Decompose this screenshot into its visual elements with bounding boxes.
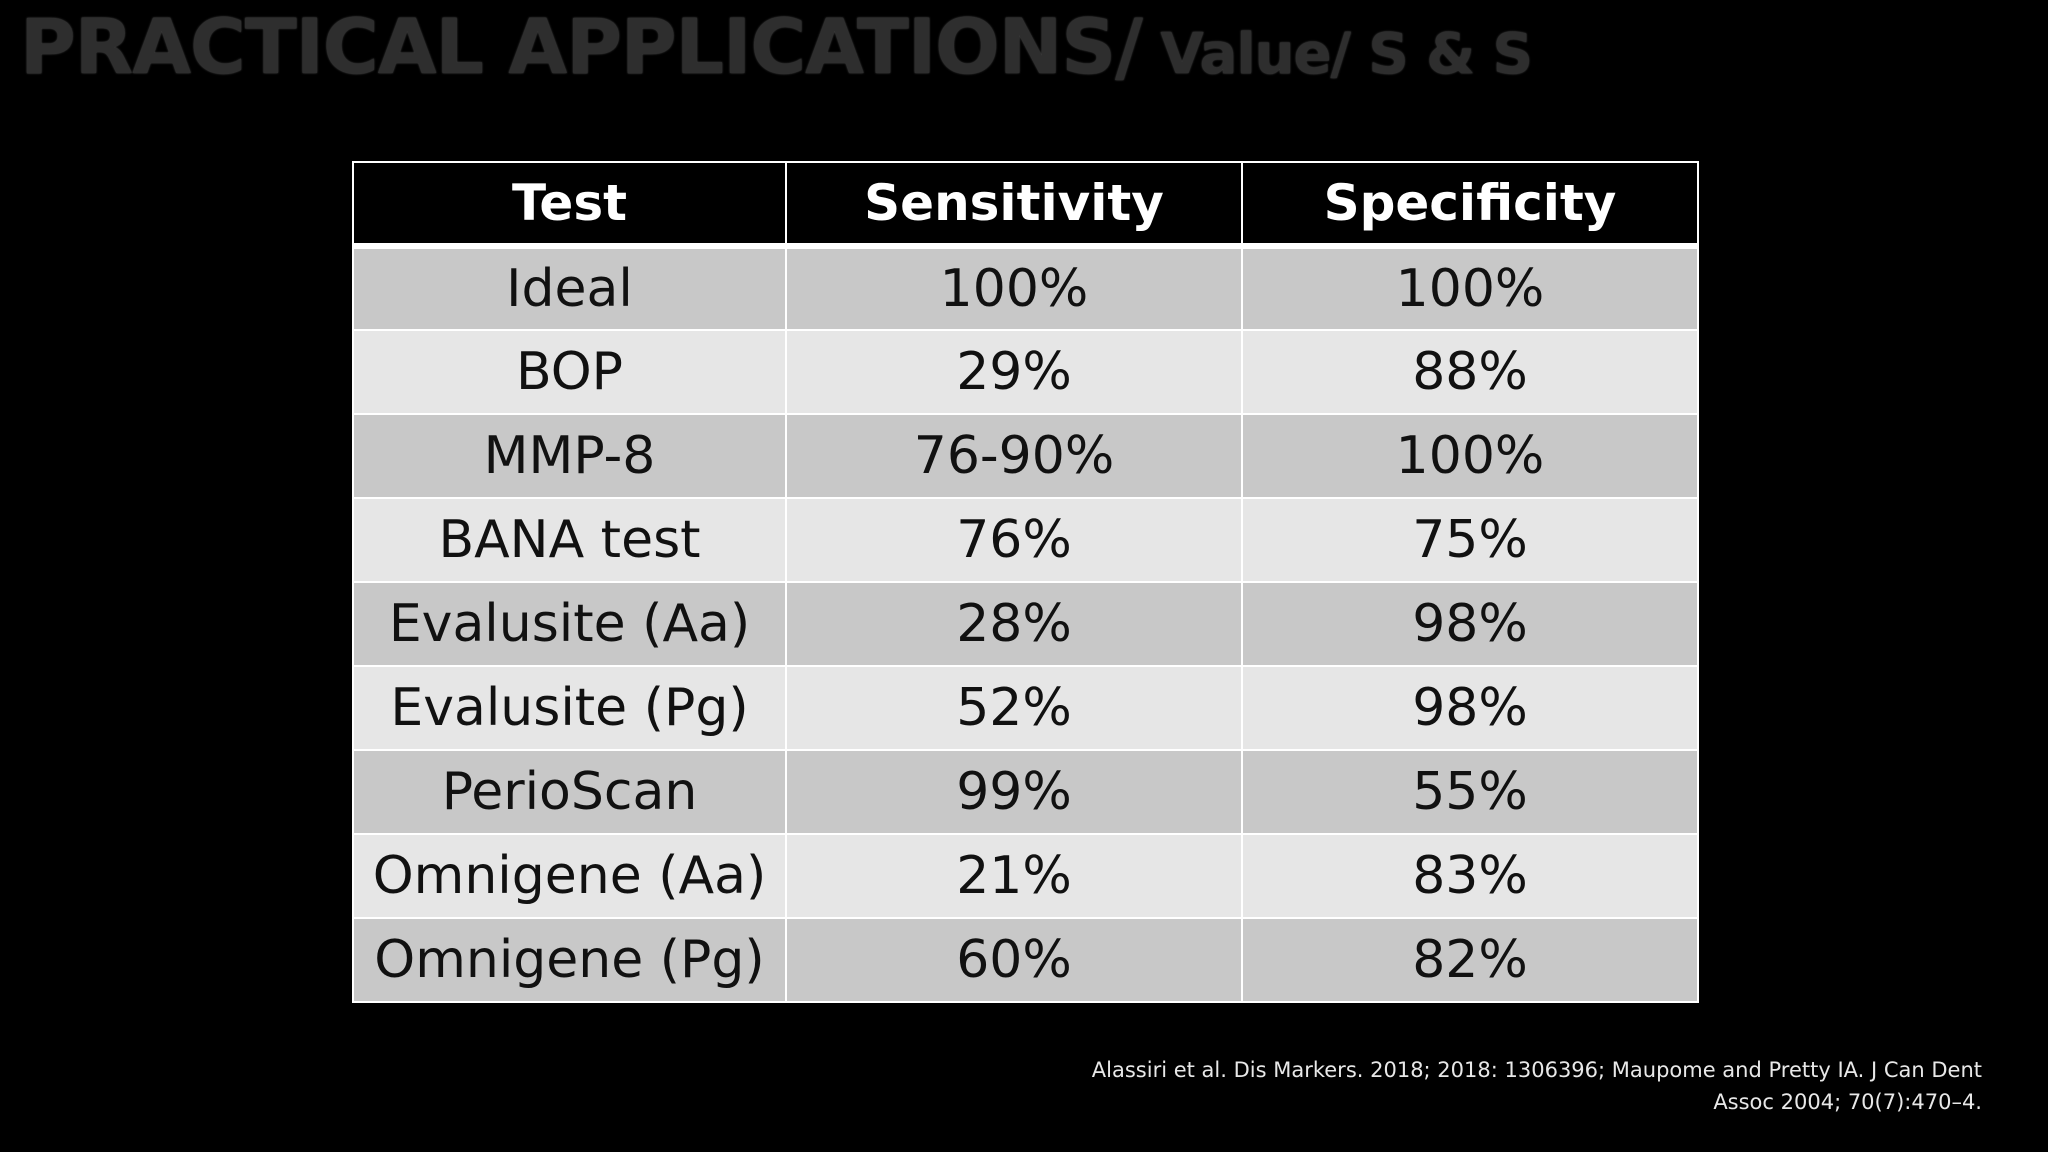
cell-test: Evalusite (Pg) [352, 665, 787, 751]
table-row: Omnigene (Aa) 21% 83% [352, 833, 1699, 919]
table-row: Evalusite (Pg) 52% 98% [352, 665, 1699, 751]
cell-specificity: 100% [1241, 413, 1699, 499]
cell-test: BANA test [352, 497, 787, 583]
table-row: BANA test 76% 75% [352, 497, 1699, 583]
table-row: Evalusite (Aa) 28% 98% [352, 581, 1699, 667]
cell-test: Ideal [352, 245, 787, 331]
cell-sensitivity: 52% [785, 665, 1243, 751]
table-row: Omnigene (Pg) 60% 82% [352, 917, 1699, 1003]
cell-specificity: 98% [1241, 665, 1699, 751]
table-row: MMP-8 76-90% 100% [352, 413, 1699, 499]
cell-sensitivity: 100% [785, 245, 1243, 331]
header-sensitivity: Sensitivity [785, 161, 1243, 249]
cell-sensitivity: 21% [785, 833, 1243, 919]
title-sub: Value/ S & S [1141, 22, 1533, 87]
cell-specificity: 82% [1241, 917, 1699, 1003]
table-row: Ideal 100% 100% [352, 245, 1699, 331]
table-row: BOP 29% 88% [352, 329, 1699, 415]
table-header-row: Test Sensitivity Specificity [352, 161, 1699, 249]
cell-test: Omnigene (Aa) [352, 833, 787, 919]
cell-sensitivity: 99% [785, 749, 1243, 835]
cell-specificity: 83% [1241, 833, 1699, 919]
cell-test: BOP [352, 329, 787, 415]
slide-title: PRACTICAL APPLICATIONS/ Value/ S & S [20, 2, 1533, 91]
table-row: PerioScan 99% 55% [352, 749, 1699, 835]
citation-line-1: Alassiri et al. Dis Markers. 2018; 2018:… [1091, 1058, 1982, 1082]
cell-test: PerioScan [352, 749, 787, 835]
cell-sensitivity: 60% [785, 917, 1243, 1003]
cell-specificity: 88% [1241, 329, 1699, 415]
cell-test: Evalusite (Aa) [352, 581, 787, 667]
sensitivity-specificity-table: Test Sensitivity Specificity Ideal 100% … [352, 161, 1699, 1003]
cell-sensitivity: 28% [785, 581, 1243, 667]
cell-test: MMP-8 [352, 413, 787, 499]
cell-sensitivity: 29% [785, 329, 1243, 415]
citation-line-2: Assoc 2004; 70(7):470–4. [1713, 1090, 1982, 1114]
cell-specificity: 100% [1241, 245, 1699, 331]
cell-sensitivity: 76-90% [785, 413, 1243, 499]
cell-specificity: 75% [1241, 497, 1699, 583]
cell-specificity: 55% [1241, 749, 1699, 835]
header-test: Test [352, 161, 787, 249]
header-specificity: Specificity [1241, 161, 1699, 249]
cell-specificity: 98% [1241, 581, 1699, 667]
cell-sensitivity: 76% [785, 497, 1243, 583]
cell-test: Omnigene (Pg) [352, 917, 787, 1003]
title-main: PRACTICAL APPLICATIONS/ [20, 2, 1143, 91]
citation: Alassiri et al. Dis Markers. 2018; 2018:… [982, 1054, 1982, 1118]
